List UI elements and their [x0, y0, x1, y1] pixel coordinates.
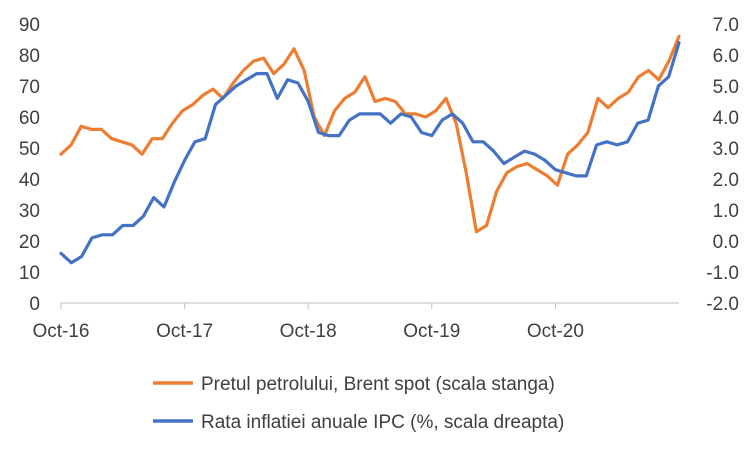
- y-left-tick-label: 0: [29, 294, 40, 315]
- y-left-tick-label: 80: [19, 46, 40, 67]
- x-tick-label: Oct-19: [403, 321, 460, 342]
- y-right-tick-label: 2.0: [713, 170, 739, 191]
- y-left-tick-label: 90: [19, 15, 40, 36]
- x-tick-label: Oct-18: [280, 321, 337, 342]
- y-left-tick-label: 60: [19, 108, 40, 129]
- y-right-tick-label: 7.0: [713, 15, 739, 36]
- y-right-tick-label: 0.0: [713, 232, 739, 253]
- series-line-1: [59, 34, 681, 234]
- y-right-tick-label: -2.0: [706, 294, 739, 315]
- x-tick-label: Oct-20: [527, 321, 584, 342]
- y-left-tick-label: 40: [19, 170, 40, 191]
- chart-legend: Pretul petrolului, Brent spot (scala sta…: [153, 374, 564, 433]
- y-right-tick-label: 4.0: [713, 108, 739, 129]
- chart-axes: Oct-16 Oct-17 Oct-18 Oct-19 Oct-20 0 10 20 30 40 5…: [19, 15, 739, 342]
- x-tick-label: Oct-17: [156, 321, 213, 342]
- y-right-tick-label: -1.0: [706, 263, 739, 284]
- y-right-tick-label: 1.0: [713, 201, 739, 222]
- x-tick-label: Oct-16: [32, 321, 89, 342]
- y-right-tick-label: 6.0: [713, 46, 739, 67]
- y-left-tick-label: 10: [19, 263, 40, 284]
- series-line-2: [59, 40, 681, 265]
- y-right-tick-label: 3.0: [713, 139, 739, 160]
- y-right-tick-label: 5.0: [713, 77, 739, 98]
- legend-label-1: Pretul petrolului, Brent spot (scala sta…: [201, 374, 555, 395]
- y-left-tick-label: 50: [19, 139, 40, 160]
- y-left-tick-label: 20: [19, 232, 40, 253]
- y-left-tick-label: 70: [19, 77, 40, 98]
- chart-series-lines: [59, 34, 681, 265]
- legend-label-2: Rata inflatiei anuale IPC (%, scala drea…: [201, 412, 564, 433]
- y-left-tick-label: 30: [19, 201, 40, 222]
